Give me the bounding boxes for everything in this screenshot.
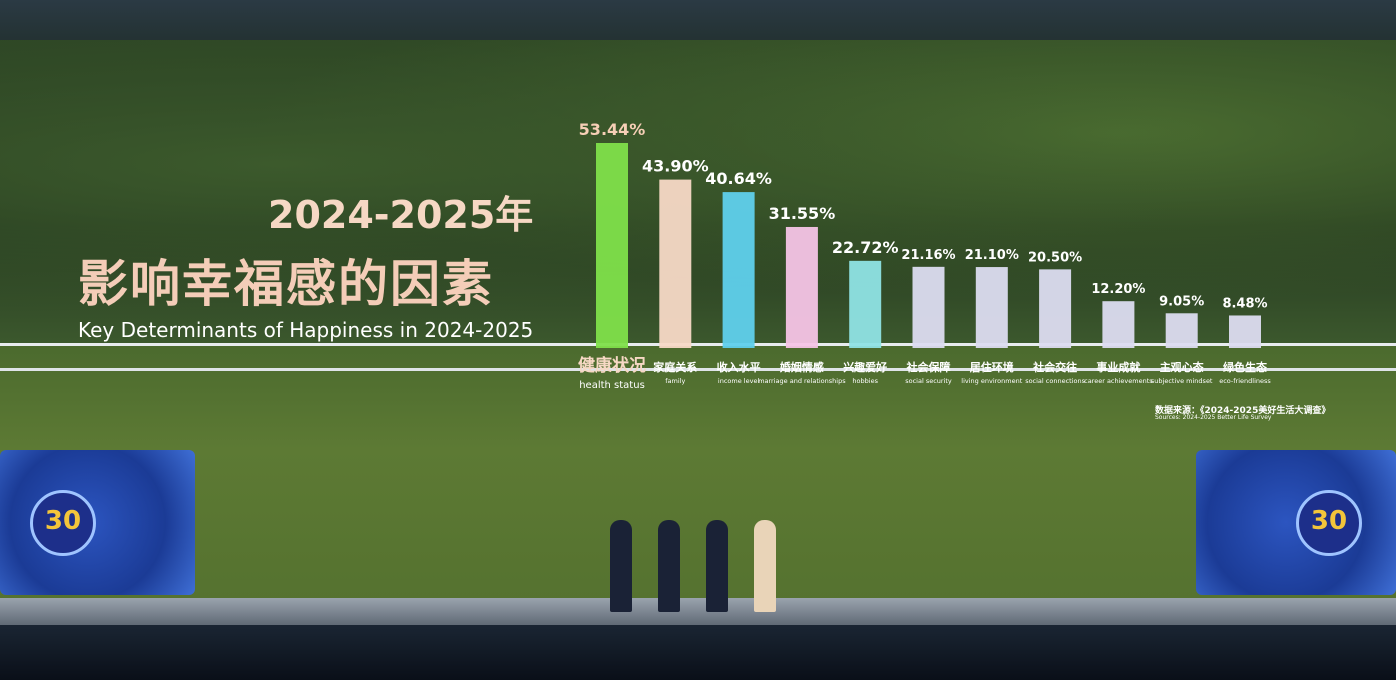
data-label: 21.16% xyxy=(901,248,955,263)
bar xyxy=(596,143,628,348)
data-label: 21.10% xyxy=(965,248,1019,263)
chart-subtitle: Key Determinants of Happiness in 2024-20… xyxy=(78,318,534,342)
presenter xyxy=(754,520,776,612)
category-label: 居住环境 xyxy=(970,360,1014,374)
data-label: 40.64% xyxy=(705,169,772,188)
category-label: 收入水平 xyxy=(717,360,761,374)
chart-title-cn: 影响幸福感的因素 xyxy=(78,255,494,313)
data-label: 22.72% xyxy=(832,238,899,257)
grass-backdrop xyxy=(0,345,1396,605)
category-label-en: living environment xyxy=(961,377,1022,385)
category-label-en: eco-friendliness xyxy=(1219,377,1271,385)
bar xyxy=(912,266,945,348)
logo: 30 xyxy=(30,490,96,556)
presenter xyxy=(706,520,728,612)
category-label: 社会交往 xyxy=(1032,360,1077,374)
category-label-en: marriage and relationships xyxy=(758,377,846,385)
bar xyxy=(975,267,1008,348)
fence xyxy=(0,343,1396,371)
bar xyxy=(1039,269,1072,348)
category-label: 绿色生态 xyxy=(1223,360,1267,374)
category-label-en: hobbies xyxy=(852,377,878,385)
chart-title: 2024-2025年 xyxy=(268,193,534,237)
category-label-en: subjective mindset xyxy=(1151,377,1213,385)
category-label: 社会保障 xyxy=(906,360,951,374)
data-label: 9.05% xyxy=(1159,294,1204,309)
category-label: 主观心态 xyxy=(1160,360,1204,374)
audience xyxy=(0,625,1396,680)
category-label-en: family xyxy=(665,377,685,385)
side-screen-left: 30 xyxy=(0,450,195,595)
bar xyxy=(722,192,755,348)
presenter xyxy=(610,520,632,612)
category-label-en: health status xyxy=(579,380,645,391)
category-label-en: social security xyxy=(905,377,952,385)
bar xyxy=(1229,315,1261,348)
data-label: 31.55% xyxy=(769,204,836,223)
source-note-en: Sources: 2024-2025 Better Life Survey xyxy=(1155,414,1272,421)
bar xyxy=(785,226,818,348)
forest-backdrop xyxy=(0,40,1396,350)
bar xyxy=(1165,313,1198,348)
logo: 30 xyxy=(1296,490,1362,556)
bar xyxy=(849,260,882,348)
category-label: 家庭关系 xyxy=(653,360,697,374)
stage-floor xyxy=(0,598,1396,628)
data-label: 53.44% xyxy=(579,120,646,139)
presenter xyxy=(658,520,680,612)
data-label: 20.50% xyxy=(1028,250,1082,265)
category-label: 婚姻情感 xyxy=(780,360,824,374)
category-label-en: social connections xyxy=(1025,377,1085,385)
category-label-en: income level xyxy=(718,377,760,385)
source-note: 数据来源：《2024-2025美好生活大调查》 xyxy=(1155,406,1331,416)
data-label: 8.48% xyxy=(1222,296,1267,311)
side-screen-right: 30 xyxy=(1196,450,1396,595)
category-label: 健康状况 xyxy=(578,355,646,376)
category-label: 事业成就 xyxy=(1096,360,1140,374)
bar xyxy=(1102,301,1135,348)
bar xyxy=(659,179,692,348)
data-label: 43.90% xyxy=(642,157,709,176)
category-label-en: career achievements xyxy=(1084,377,1153,385)
data-label: 12.20% xyxy=(1091,282,1145,297)
category-label: 兴趣爱好 xyxy=(843,360,887,374)
